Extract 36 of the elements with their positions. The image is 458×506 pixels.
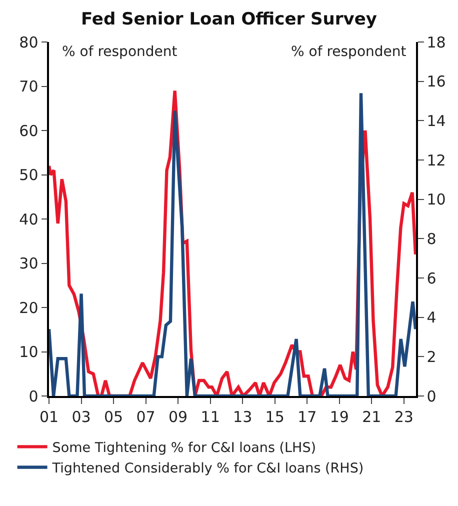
y2-tick-label: 4 xyxy=(426,308,436,327)
x-tick-label: 09 xyxy=(168,408,188,426)
x-tick-label: 13 xyxy=(233,408,252,426)
y-tick-label: 10 xyxy=(19,343,38,361)
annotation: % of respondent xyxy=(62,44,178,60)
y2-tick-label: 14 xyxy=(426,112,446,130)
y2-tick-label: 8 xyxy=(426,230,436,248)
y-tick-label: 0 xyxy=(28,387,38,406)
y-tick-label: 20 xyxy=(19,298,38,317)
y2-tick-label: 6 xyxy=(426,269,436,288)
x-tick-label: 05 xyxy=(104,408,124,426)
x-tick-label: 15 xyxy=(265,408,284,426)
y2-tick-label: 10 xyxy=(426,190,446,209)
y2-tick-label: 16 xyxy=(426,72,446,91)
y-tick-label: 80 xyxy=(19,33,38,52)
y2-tick-label: 12 xyxy=(426,151,446,170)
y2-tick-label: 2 xyxy=(426,348,436,366)
legend-label: Some Tightening % for C&I loans (LHS) xyxy=(52,440,316,456)
x-tick-label: 23 xyxy=(394,408,414,426)
legend-label: Tightened Considerably % for C&I loans (RHS) xyxy=(51,460,364,476)
x-tick-label: 17 xyxy=(298,408,317,426)
x-tick-label: 21 xyxy=(362,408,382,426)
y-tick-label: 40 xyxy=(19,210,38,228)
x-tick-label: 03 xyxy=(72,408,91,426)
y-tick-label: 30 xyxy=(19,254,38,272)
y-tick-label: 70 xyxy=(19,78,38,96)
chart-title: Fed Senior Loan Officer Survey xyxy=(81,10,377,30)
y2-tick-label: 18 xyxy=(426,33,446,52)
annotation: % of respondent xyxy=(291,44,407,60)
x-tick-label: 01 xyxy=(39,408,59,426)
y-tick-label: 50 xyxy=(19,166,38,184)
x-tick-label: 11 xyxy=(200,408,220,426)
y-tick-label: 60 xyxy=(19,122,38,140)
x-tick-label: 19 xyxy=(330,408,349,426)
x-tick-label: 07 xyxy=(136,408,156,426)
y2-tick-label: 0 xyxy=(426,387,436,406)
